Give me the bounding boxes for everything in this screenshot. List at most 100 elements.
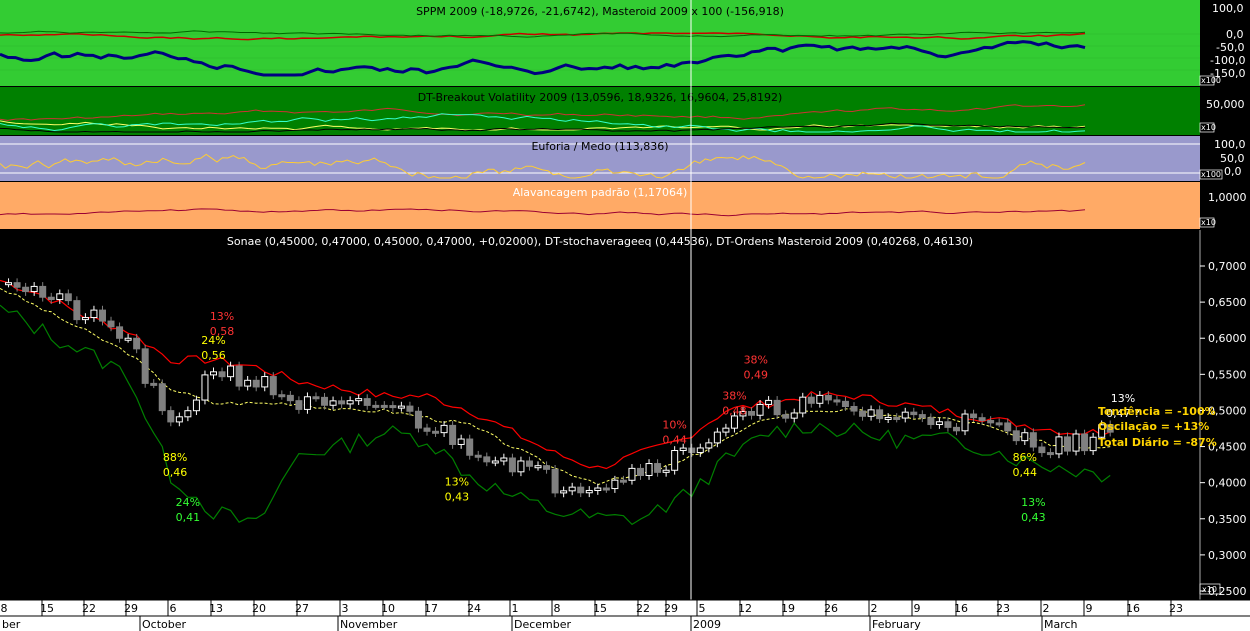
y-tick-label: 0,3000: [1208, 549, 1247, 562]
x-day-label: 16: [1126, 602, 1140, 615]
annotation-price: 0,47 ?: [1106, 407, 1140, 420]
candle-body: [944, 421, 952, 428]
x-month-label: November: [340, 618, 398, 631]
candle-body: [380, 404, 388, 408]
x-day-label: 27: [295, 602, 309, 615]
candle-body: [30, 285, 38, 293]
candle-body: [184, 410, 192, 418]
x-day-label: 15: [593, 602, 607, 615]
candle-body: [679, 447, 687, 452]
breakout-cyan-line: [0, 113, 1086, 133]
candle-body: [1029, 432, 1037, 448]
candle-body: [1038, 446, 1046, 454]
candle-body: [286, 394, 294, 402]
candles: [5, 278, 1114, 498]
candle-body: [705, 442, 713, 449]
candle-body: [56, 293, 64, 301]
candle-body: [218, 371, 226, 378]
candle-body: [876, 409, 884, 420]
x-axis-days: 8 15 22 29 6 13 20 27 3 10 17 24 1 8 15 22 29 5 12 19 26 2 9 16…: [1, 600, 1183, 616]
p1-tick-100: 100,0: [1212, 2, 1244, 15]
candle-body: [602, 487, 610, 491]
candle-body: [22, 286, 30, 293]
breakout-yellow-line: [0, 120, 1086, 131]
candle-body: [525, 460, 533, 467]
candle-body: [790, 412, 798, 419]
candle-body: [312, 396, 320, 400]
p1-scale: x100: [1201, 76, 1221, 85]
x-month-label: February: [872, 618, 921, 631]
signal-line: [0, 32, 1086, 41]
candle-body: [338, 400, 346, 405]
info-oscilacao: Oscilação = +13%: [1098, 420, 1209, 433]
p4-tick-1: 1,0000: [1208, 191, 1247, 204]
p3-tick-0: 0,0: [1224, 165, 1242, 178]
candle-body: [192, 399, 200, 412]
candle-body: [269, 376, 277, 396]
annotation-pct: 10%: [662, 419, 686, 432]
candle-body: [175, 416, 183, 423]
annotation-pct: 24%: [176, 496, 200, 509]
candle-body: [423, 427, 431, 432]
candle-body: [210, 371, 217, 376]
x-day-label: 29: [664, 602, 678, 615]
candle-body: [859, 410, 867, 417]
p1-tick-0: 0,0: [1226, 28, 1244, 41]
y-axis: 0,7000 0,6500 0,6000 0,5500 0,5000 0,4500 0,40…: [1200, 260, 1247, 598]
candle-body: [696, 447, 704, 454]
p3-tick-50: 50,0: [1220, 152, 1245, 165]
x-day-label: 15: [40, 602, 54, 615]
candle-body: [637, 467, 644, 477]
annotation-price: 0,48: [722, 405, 747, 418]
panel1-background: [0, 0, 1200, 86]
alavancagem-line: [0, 208, 1086, 217]
panel4-title: Alavancagem padrão (1,17064): [513, 186, 688, 199]
candle-body: [935, 421, 943, 426]
candle-body: [671, 450, 679, 471]
y-tick-label: 0,2500: [1208, 585, 1247, 598]
candle-body: [508, 457, 516, 473]
candle-body: [560, 490, 568, 494]
panel4-background: [0, 182, 1200, 229]
p1-tick-m100: -100,0: [1210, 54, 1245, 67]
candle-body: [756, 403, 764, 416]
upper-band-line: [0, 279, 1111, 470]
candle-body: [910, 411, 918, 416]
candle-body: [355, 398, 363, 402]
candle-body: [346, 400, 354, 405]
candle-body: [116, 326, 124, 339]
p3-tick-100: 100,0: [1214, 138, 1246, 151]
candle-body: [952, 426, 960, 432]
p2-tick-50000: 50,000: [1206, 98, 1245, 111]
candle-body: [133, 337, 141, 350]
sppm-line: [0, 30, 1086, 38]
candle-body: [167, 410, 175, 423]
candle-body: [577, 486, 585, 494]
breakout-upper-line: [0, 104, 1086, 121]
candle-body: [833, 399, 841, 403]
candle-body: [321, 396, 329, 406]
y-tick-label: 0,3500: [1208, 513, 1247, 526]
x-month-label: December: [514, 618, 572, 631]
x-day-label: 9: [1086, 602, 1093, 615]
x-day-label: 1: [512, 602, 519, 615]
candle-body: [107, 320, 115, 328]
annotation-price: 0,43: [1021, 511, 1046, 524]
panel3-title: Euforia / Medo (113,836): [531, 140, 668, 153]
candle-body: [654, 463, 662, 473]
candle-body: [841, 400, 849, 408]
x-day-label: 23: [1169, 602, 1183, 615]
candle-body: [816, 394, 824, 404]
x-day-label: 22: [636, 602, 650, 615]
x-month-label: 2009: [693, 618, 721, 631]
candle-body: [440, 424, 448, 434]
candle-body: [406, 405, 414, 412]
x-day-label: 12: [738, 602, 752, 615]
x-day-label: 5: [699, 602, 706, 615]
candle-body: [722, 427, 730, 433]
panel1-title: SPPM 2009 (-18,9726, -21,6742), Masteroi…: [416, 5, 784, 18]
candle-body: [662, 469, 670, 473]
candle-body: [329, 400, 337, 406]
candle-body: [893, 416, 901, 420]
